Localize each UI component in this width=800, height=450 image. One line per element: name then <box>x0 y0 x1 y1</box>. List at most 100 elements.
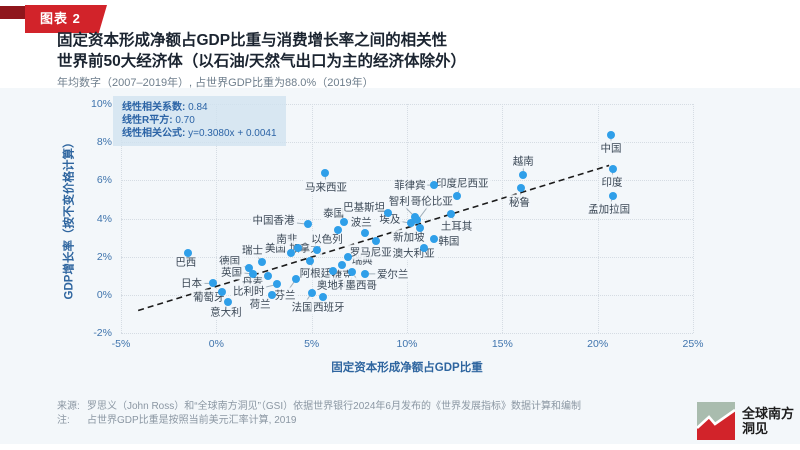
data-point[interactable] <box>303 220 312 229</box>
country-label: 奥地利 <box>314 277 351 293</box>
chart-title: 固定资本形成净额占GDP比重与消费增长率之间的相关性 世界前50大经济体（以石油… <box>57 30 466 72</box>
data-point[interactable] <box>223 298 232 307</box>
country-label: 越南 <box>510 153 536 169</box>
figure-tag: 图表 2 <box>25 5 107 33</box>
data-point[interactable] <box>258 258 267 267</box>
data-point[interactable] <box>608 164 617 173</box>
data-point[interactable] <box>517 183 526 192</box>
data-point[interactable] <box>273 280 282 289</box>
data-point[interactable] <box>218 287 227 296</box>
country-label: 荷兰 <box>247 296 273 312</box>
country-label: 泰国 <box>321 205 347 221</box>
data-point[interactable] <box>267 290 276 299</box>
data-point[interactable] <box>321 168 329 177</box>
country-label: 法国 <box>289 299 315 315</box>
data-point[interactable] <box>338 261 347 270</box>
country-label: 西班牙 <box>311 299 347 315</box>
data-point[interactable] <box>429 181 438 190</box>
country-label: 爱尔兰 <box>374 266 411 282</box>
footer-source: 来源: 罗思义（John Ross）和“全球南方洞见”（GSI）依据世界银行202… <box>57 401 581 412</box>
country-label: 中国香港 <box>250 212 297 228</box>
data-point[interactable] <box>286 248 295 257</box>
country-label: 马来西亚 <box>302 179 349 195</box>
data-point[interactable] <box>244 264 253 273</box>
logo-text: 全球南方 洞见 <box>742 406 795 436</box>
v-gridline <box>693 104 694 333</box>
data-point[interactable] <box>305 257 314 266</box>
h-gridline <box>121 104 693 105</box>
chart-title-line1: 固定资本形成净额占GDP比重与消费增长率之间的相关性 <box>57 32 448 49</box>
data-point[interactable] <box>429 235 438 244</box>
chart-title-line2: 世界前50大经济体（以石油/天然气出口为主的经济体除外） <box>57 53 467 70</box>
data-point[interactable] <box>452 191 461 200</box>
y-tick-label: 2% <box>96 250 112 263</box>
data-point[interactable] <box>519 170 528 179</box>
country-label: 澳大利亚 <box>390 245 437 261</box>
country-label: 新加坡 <box>391 229 427 245</box>
country-label: 韩国 <box>436 233 462 249</box>
data-point[interactable] <box>361 228 370 237</box>
data-point[interactable] <box>328 266 337 275</box>
data-point[interactable] <box>343 252 352 261</box>
x-axis-title: 固定资本形成净额占GDP比重 <box>331 362 483 374</box>
data-point[interactable] <box>340 218 349 227</box>
data-point[interactable] <box>413 216 422 225</box>
country-label: 巴西 <box>173 254 199 270</box>
logo: 全球南方 洞见 <box>697 402 794 440</box>
country-label: 以色列 <box>309 231 345 247</box>
country-label: 瑞士 <box>240 242 266 258</box>
country-label: 智利 <box>386 193 412 209</box>
country-label: 印度尼西亚 <box>434 175 491 191</box>
country-label: 秘鲁 <box>506 194 532 210</box>
data-point[interactable] <box>183 248 192 257</box>
data-point[interactable] <box>292 274 301 283</box>
data-point[interactable] <box>347 267 356 276</box>
data-point[interactable] <box>313 245 322 254</box>
y-tick-label: 4% <box>96 212 112 225</box>
data-point[interactable] <box>406 219 415 228</box>
data-point[interactable] <box>420 244 429 253</box>
data-point[interactable] <box>416 224 425 233</box>
data-point[interactable] <box>372 237 381 246</box>
y-tick-label: 6% <box>96 174 112 187</box>
country-label: 墨西哥 <box>343 277 379 293</box>
data-point[interactable] <box>263 271 272 280</box>
country-label: 比利时 <box>230 283 267 299</box>
country-label: 孟加拉国 <box>586 201 633 217</box>
x-tick-label: -5% <box>111 338 131 350</box>
data-point[interactable] <box>208 279 217 288</box>
data-point[interactable] <box>294 244 303 253</box>
x-tick-label: 20% <box>587 338 609 350</box>
h-gridline <box>121 294 693 296</box>
data-point[interactable] <box>608 191 617 200</box>
y-tick-label: 10% <box>90 98 112 110</box>
country-label: 菲律宾 <box>392 177 428 193</box>
data-point[interactable] <box>446 209 455 218</box>
data-point[interactable] <box>307 288 316 297</box>
country-label: 阿根廷 <box>297 265 334 281</box>
data-point[interactable] <box>607 130 615 139</box>
data-point[interactable] <box>319 292 328 301</box>
data-point[interactable] <box>248 269 257 278</box>
logo-icon <box>697 402 735 440</box>
data-point[interactable] <box>383 208 392 217</box>
country-label: 中国 <box>598 140 624 156</box>
country-label: 波兰 <box>348 214 374 230</box>
plot-area: -5% 0% 5% 10% 15% 20% 25% 10% 8% 6% 4% 2% 0% -2% 巴西 日本葡… <box>91 98 704 350</box>
country-label: 巴基斯坦 <box>341 199 388 215</box>
y-tick-label: 8% <box>96 136 112 149</box>
x-tick-label: 10% <box>396 338 418 350</box>
country-label: 印度 <box>599 174 625 190</box>
data-point[interactable] <box>334 225 343 234</box>
x-tick-label: 5% <box>304 338 320 350</box>
country-label: 日本 <box>179 275 205 291</box>
chart-subtitle: 年均数字（2007–2019年）, 占世界GDP比重为88.0%（2019年） <box>57 77 374 89</box>
x-tick-label: 25% <box>682 338 704 350</box>
country-label: 哥伦比亚 <box>408 193 455 209</box>
data-point[interactable] <box>361 269 370 278</box>
stats-r: 线性相关系数: 0.84 <box>122 102 208 113</box>
country-label: 英国 <box>219 264 245 280</box>
chart-panel-background <box>0 88 800 444</box>
h-gridline <box>121 333 693 334</box>
